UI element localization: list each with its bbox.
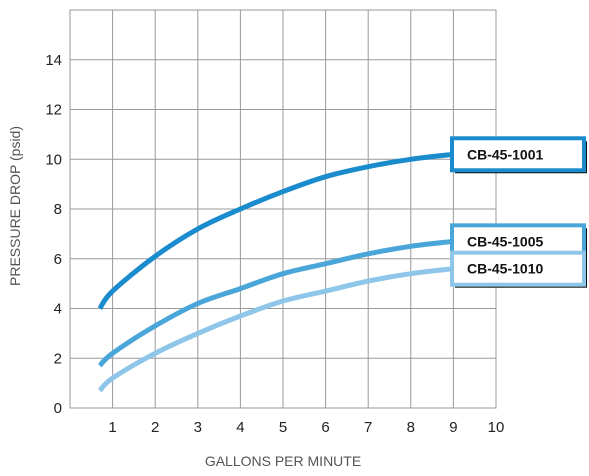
series-label-box-cb-45-1001 xyxy=(450,136,586,173)
series-label-box-cb-45-1010 xyxy=(450,250,586,287)
series-lines xyxy=(97,151,454,393)
x-tick-label: 8 xyxy=(407,419,415,436)
y-tick-label: 10 xyxy=(45,151,62,168)
y-tick-label: 12 xyxy=(45,102,62,119)
x-tick-label: 4 xyxy=(236,419,244,436)
grid xyxy=(69,9,497,409)
x-tick-label: 3 xyxy=(194,419,202,436)
series-label-cb-45-1010: CB-45-1010 xyxy=(467,261,543,277)
y-tick-label: 8 xyxy=(54,201,62,218)
series-line-cb-45-1005 xyxy=(97,238,454,368)
x-tick-label: 2 xyxy=(151,419,159,436)
series-label-cb-45-1001: CB-45-1001 xyxy=(467,146,543,162)
series-line-cb-45-1010 xyxy=(97,266,454,393)
x-tick-label: 7 xyxy=(364,419,372,436)
x-tick-label: 10 xyxy=(488,419,505,436)
y-tick-label: 6 xyxy=(54,251,62,268)
x-tick-label: 5 xyxy=(279,419,287,436)
y-axis-ticks: 0 2 4 6 8 10 12 14 xyxy=(45,52,62,417)
y-tick-label: 0 xyxy=(54,400,62,417)
x-axis-ticks: 1 2 3 4 5 6 7 8 9 10 xyxy=(108,419,504,436)
y-tick-label: 4 xyxy=(54,301,62,318)
x-axis-title: GALLONS PER MINUTE xyxy=(205,453,361,469)
series-line-cb-45-1001 xyxy=(97,151,454,310)
y-axis-title: PRESSURE DROP (psid) xyxy=(7,126,23,286)
y-tick-label: 14 xyxy=(45,52,62,69)
x-tick-label: 6 xyxy=(321,419,329,436)
series-labels: CB-45-1001 CB-45-1005 CB-45-1010 xyxy=(450,136,587,288)
y-tick-label: 2 xyxy=(54,350,62,367)
x-tick-label: 1 xyxy=(108,419,116,436)
x-tick-label: 9 xyxy=(449,419,457,436)
series-label-cb-45-1005: CB-45-1005 xyxy=(467,233,543,249)
